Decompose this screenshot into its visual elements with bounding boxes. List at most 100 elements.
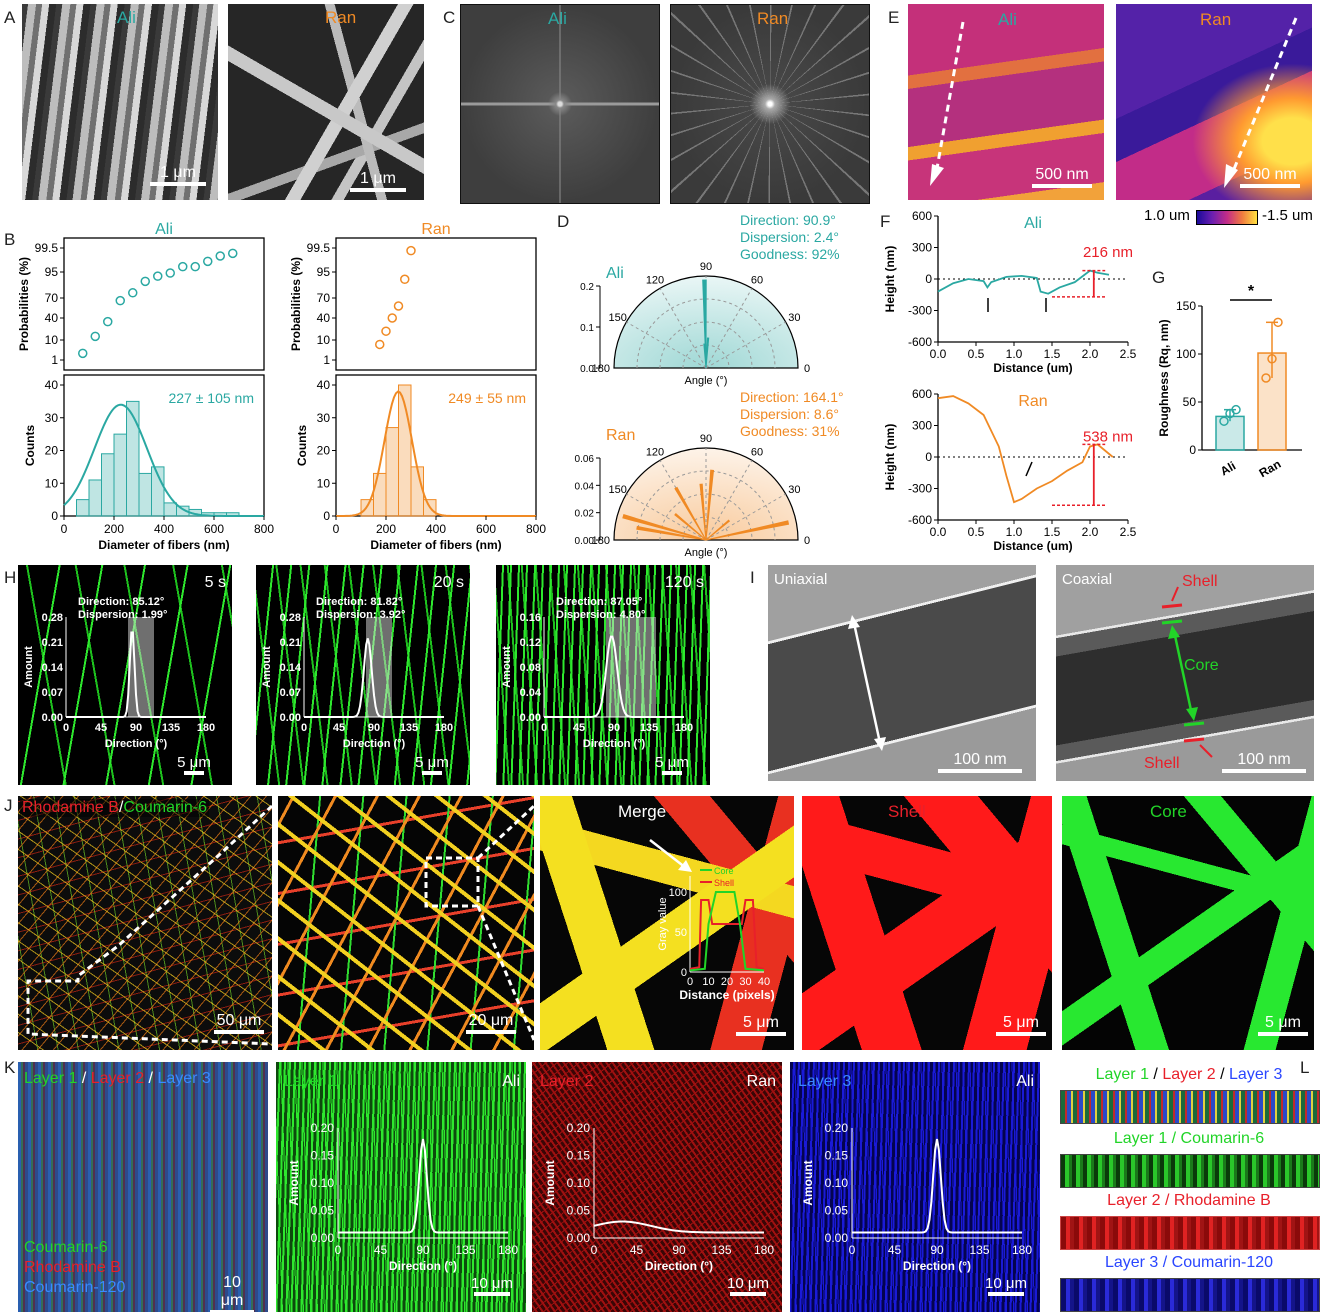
x-tick-label: 180 — [675, 722, 693, 734]
x-tick-label: 1.5 — [1044, 347, 1061, 361]
data-point — [1261, 373, 1271, 383]
polar-grid — [682, 516, 730, 541]
y-axis-label: Probabilities (%) — [17, 257, 31, 351]
prob-point — [203, 256, 213, 267]
y-tick-label: 0.12 — [520, 637, 541, 649]
direction-text: Direction: 87.05° — [556, 596, 642, 608]
y-tick-label: 0.00 — [311, 1231, 335, 1245]
prob-point — [190, 261, 200, 272]
inset-x-tick: 10 — [702, 976, 714, 988]
inset-x-tick: 40 — [758, 976, 770, 988]
y-axis-label: Counts — [23, 425, 37, 467]
time-label: 20 s — [434, 574, 464, 591]
layer1-label: Layer 1 — [1095, 1066, 1149, 1083]
x-tick-label: 400 — [154, 522, 174, 536]
x-tick-label: 0 — [335, 1243, 342, 1257]
stat-label: 249 ± 55 nm — [448, 390, 526, 406]
x-axis-label: Distance (um) — [993, 539, 1072, 553]
rhodamine-label: Rhodamine B — [24, 1259, 121, 1276]
colorbar-left-label: 1.0 um — [1144, 207, 1190, 224]
radial-tick-label: 0.1 — [580, 323, 594, 334]
layer2-label: Layer 2 — [1162, 1066, 1216, 1083]
layer-label: Layer 1 — [284, 1073, 337, 1090]
x-tick-label: 1.0 — [1006, 347, 1023, 361]
direction-histogram: Layer 1 Ali 0.00 0.05 0.10 0.15 0.20 0 45 90 135 18… — [284, 1073, 520, 1296]
inset-y-label: Gray value — [657, 897, 669, 950]
coumarin-label: Coumarin-6 — [123, 799, 207, 816]
y-tick-label: 40 — [45, 378, 59, 392]
x-tick-label: 45 — [333, 722, 345, 734]
layered-composite: Layer 1 / Layer 2 / Layer 3 Coumarin-6 R… — [18, 1062, 268, 1312]
hist-bar — [373, 472, 387, 517]
core-label: Core — [1150, 802, 1187, 821]
x-tick-label: 180 — [498, 1243, 518, 1257]
profile-title: Ran — [1018, 393, 1047, 410]
polar-spike — [636, 525, 707, 541]
scale-bar: 100 nm — [1222, 751, 1306, 773]
coaxial-label: Coaxial — [1062, 571, 1113, 588]
x-tick-label: 0.0 — [930, 347, 947, 361]
radial-tick-label: 0.04 — [575, 481, 595, 492]
scale-bar-label: 5 μm — [1265, 1014, 1301, 1031]
x-tick-label: 45 — [374, 1243, 388, 1257]
ran-label: Ran — [1200, 10, 1232, 29]
x-tick-label: 90 — [416, 1243, 430, 1257]
zoom-region-outline — [424, 804, 534, 1041]
ran-dispersion: Dispersion: 8.6° — [740, 406, 839, 422]
layer-label: Layer 3 — [798, 1073, 851, 1090]
confocal-shell: Shell 5 μm — [802, 796, 1052, 1050]
polar-spike — [705, 469, 715, 541]
scale-bar — [184, 771, 204, 775]
shell-label-bottom: Shell — [1144, 755, 1180, 772]
polar-spike — [674, 512, 707, 541]
x-tick-label: 0 — [591, 1243, 598, 1257]
core-shell-markers — [1161, 586, 1213, 758]
ran-direction: Direction: 164.1° — [740, 389, 844, 405]
polar-spike — [705, 519, 731, 541]
panel-label-k: K — [4, 1058, 16, 1077]
prob-axes — [63, 237, 265, 371]
y-tick-label: 0.20 — [825, 1121, 849, 1135]
y-tick-label: 0.05 — [311, 1204, 335, 1218]
scan-arrow — [930, 21, 965, 186]
y-tick-label: 0 — [323, 509, 330, 523]
y-tick-label: -600 — [908, 513, 932, 527]
y-tick-label: 0.15 — [825, 1149, 849, 1163]
angle-label: 150 — [608, 484, 626, 496]
layer3-label: Layer 3 — [157, 1070, 211, 1087]
ali-dispersion: Dispersion: 2.4° — [740, 229, 839, 245]
scale-bar-label: 5 μm — [743, 1014, 779, 1031]
ran-direction-stats: Direction: 164.1° Dispersion: 8.6° Goodn… — [740, 389, 844, 440]
y-tick-label: 40 — [317, 311, 331, 325]
y-tick-label: 0 — [925, 272, 932, 286]
polar-spike — [674, 486, 707, 541]
ran-goodness: Goodness: 31% — [740, 423, 840, 439]
y-tick-label: 99.5 — [307, 241, 331, 255]
y-axis-label: Height (nm) — [883, 424, 897, 491]
y-tick-label: 0.07 — [280, 687, 301, 699]
angle-label: 150 — [608, 312, 626, 324]
scale-bar-label: 5 μm — [177, 754, 211, 771]
y-tick-label: 10 — [317, 333, 331, 347]
scale-bar-label: 1 μm — [360, 170, 396, 187]
panel-label-j: J — [4, 796, 13, 815]
scale-bar-label: 500 nm — [1243, 166, 1297, 183]
y-axis-label: Probabilities (%) — [289, 257, 303, 351]
prob-point — [178, 261, 188, 272]
significance-marker: * — [1248, 283, 1255, 300]
direction-histogram: Layer 2 Ran 0.00 0.05 0.10 0.15 0.20 0 45 90 135 18… — [540, 1073, 776, 1296]
height-profile-line — [937, 395, 1114, 504]
afm-image-ali: Ali 500 nm — [908, 4, 1104, 200]
hist-bar — [88, 479, 102, 517]
y-axis-label: Amount — [501, 646, 513, 688]
x-tick-label: 45 — [630, 1243, 644, 1257]
orientation-tag: Ran — [747, 1073, 776, 1090]
polar-spike — [705, 520, 790, 541]
x-axis-label: Diameter of fibers (nm) — [98, 538, 229, 552]
prob-point — [387, 313, 397, 323]
panel-label-b: B — [4, 230, 16, 249]
prob-point — [128, 288, 138, 298]
y-tick-label: 0.14 — [280, 662, 302, 674]
